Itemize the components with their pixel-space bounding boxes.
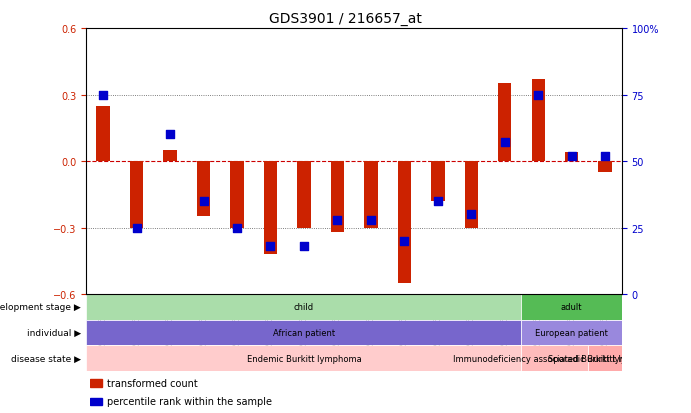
Point (299, 243, 310, 250)
Point (499, 140, 510, 146)
Point (231, 225, 243, 231)
Bar (364, 161, 377, 228)
Bar (197, 161, 210, 217)
Point (399, 238, 410, 244)
Bar (498, 84, 511, 161)
Bar (230, 161, 244, 228)
Bar (464, 161, 478, 228)
FancyBboxPatch shape (522, 294, 622, 320)
Bar (397, 161, 411, 283)
Point (366, 217, 377, 223)
Text: African patient: African patient (273, 328, 335, 337)
Bar (565, 153, 578, 161)
Bar (264, 161, 277, 254)
Text: development stage ▶: development stage ▶ (0, 303, 81, 312)
Text: child: child (294, 303, 314, 312)
Point (466, 211, 477, 218)
Text: percentile rank within the sample: percentile rank within the sample (106, 396, 272, 406)
FancyBboxPatch shape (86, 320, 522, 346)
Text: GDS3901 / 216657_at: GDS3901 / 216657_at (269, 12, 422, 26)
Bar (297, 161, 311, 228)
Text: Immunodeficiency associated Burkitt lymphoma: Immunodeficiency associated Burkitt lymp… (453, 354, 657, 363)
Point (566, 153, 577, 160)
Bar (97, 106, 110, 161)
Text: transformed count: transformed count (106, 378, 198, 388)
Point (265, 243, 276, 250)
Point (97, 92, 108, 99)
Bar (531, 80, 545, 161)
Text: disease state ▶: disease state ▶ (11, 354, 81, 363)
Bar (331, 161, 344, 233)
Bar (130, 161, 143, 228)
Point (198, 198, 209, 205)
Text: individual ▶: individual ▶ (27, 328, 81, 337)
FancyBboxPatch shape (522, 346, 589, 371)
Bar (598, 161, 612, 173)
Text: adult: adult (561, 303, 583, 312)
FancyBboxPatch shape (86, 346, 522, 371)
FancyBboxPatch shape (589, 346, 622, 371)
Point (433, 198, 444, 205)
FancyBboxPatch shape (86, 294, 522, 320)
FancyBboxPatch shape (522, 320, 622, 346)
Text: Sporadic Burkitt lymphoma: Sporadic Burkitt lymphoma (547, 354, 663, 363)
Bar (90, 398, 102, 405)
Point (533, 92, 544, 99)
Point (164, 132, 176, 138)
Point (131, 225, 142, 231)
Bar (163, 151, 177, 161)
Text: European patient: European patient (536, 328, 608, 337)
Bar (90, 379, 102, 387)
Text: Endemic Burkitt lymphoma: Endemic Burkitt lymphoma (247, 354, 361, 363)
Point (332, 217, 343, 223)
Bar (431, 161, 444, 202)
Point (600, 153, 611, 160)
